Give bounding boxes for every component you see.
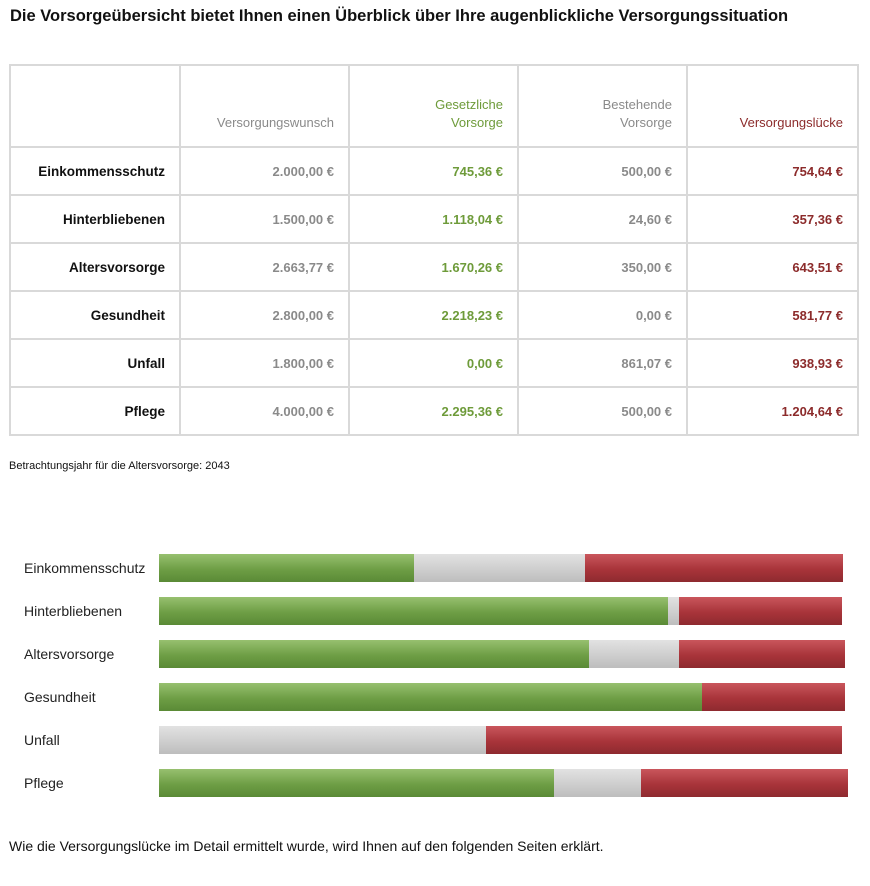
- cell-gesetzlich: 0,00 €: [348, 338, 519, 388]
- table-row: Hinterbliebenen 1.500,00 €1.118,04 €24,60…: [9, 194, 859, 244]
- cell-wunsch: 1.500,00 €: [179, 194, 350, 244]
- header-bestehende-line1: Bestehende: [602, 97, 672, 112]
- cell-wunsch: 2.800,00 €: [179, 290, 350, 340]
- header-bestehende-line2: Vorsorge: [619, 115, 672, 130]
- table-row: Unfall 1.800,00 €0,00 €861,07 €938,93 €: [9, 338, 859, 388]
- bar-label: Pflege: [24, 775, 64, 791]
- bar-segment-gesetzlich: [159, 769, 555, 797]
- cell-bestehend: 500,00 €: [517, 146, 688, 196]
- bar-altersvorsorge: [159, 640, 845, 668]
- header-versorgungsluecke: Versorgungslücke: [686, 64, 859, 148]
- bar-segment-gesetzlich: [159, 683, 703, 711]
- cell-bestehend: 24,60 €: [517, 194, 688, 244]
- bar-segment-luecke: [702, 683, 845, 711]
- cell-gesetzlich: 745,36 €: [348, 146, 519, 196]
- bar-label: Einkommensschutz: [24, 560, 146, 576]
- cell-gesetzlich: 1.118,04 €: [348, 194, 519, 244]
- bar-unfall: [159, 726, 843, 754]
- header-gesetzliche-line2: Vorsorge: [450, 115, 503, 130]
- cell-label: Gesundheit: [9, 290, 181, 340]
- table-row: Einkommensschutz 2.000,00 €745,36 €500,00…: [9, 146, 859, 196]
- bar-hinterbliebenen: [159, 597, 842, 625]
- table-header-row: Versorgungswunsch Gesetzliche Vorsorge Be…: [9, 64, 859, 148]
- header-versorgungswunsch: Versorgungswunsch: [179, 64, 350, 148]
- bar-segment-bestehend: [413, 554, 585, 582]
- bar-label: Hinterbliebenen: [24, 603, 123, 619]
- cell-bestehend: 861,07 €: [517, 338, 688, 388]
- bar-segment-luecke: [678, 640, 845, 668]
- cell-luecke: 643,51 €: [686, 242, 859, 292]
- cell-luecke: 754,64 €: [686, 146, 859, 196]
- cell-gesetzlich: 1.670,26 €: [348, 242, 519, 292]
- header-gesetzliche-vorsorge: Gesetzliche Vorsorge: [348, 64, 519, 148]
- note-betrachtungsjahr: Betrachtungsjahr für die Altersvorsorge:…: [9, 460, 230, 472]
- bar-gesundheit: [159, 683, 845, 711]
- bar-segment-bestehend: [159, 726, 486, 754]
- bar-segment-bestehend: [554, 769, 641, 797]
- bar-pflege: [159, 769, 848, 797]
- cell-bestehend: 500,00 €: [517, 386, 688, 436]
- header-empty: [9, 64, 181, 148]
- bar-segment-gesetzlich: [159, 640, 589, 668]
- header-bestehende-vorsorge: Bestehende Vorsorge: [517, 64, 688, 148]
- overview-table: Versorgungswunsch Gesetzliche Vorsorge Be…: [9, 64, 859, 436]
- bar-segment-luecke: [485, 726, 843, 754]
- cell-label: Hinterbliebenen: [9, 194, 181, 244]
- page-title: Die Vorsorgeübersicht bietet Ihnen einen…: [10, 7, 789, 25]
- cell-luecke: 357,36 €: [686, 194, 859, 244]
- cell-gesetzlich: 2.295,36 €: [348, 386, 519, 436]
- cell-wunsch: 2.000,00 €: [179, 146, 350, 196]
- cell-wunsch: 2.663,77 €: [179, 242, 350, 292]
- bar-label: Gesundheit: [24, 689, 96, 705]
- cell-wunsch: 4.000,00 €: [179, 386, 350, 436]
- bar-segment-bestehend: [588, 640, 679, 668]
- cell-label: Altersvorsorge: [9, 242, 181, 292]
- cell-bestehend: 0,00 €: [517, 290, 688, 340]
- bar-segment-gesetzlich: [159, 554, 414, 582]
- bar-segment-luecke: [584, 554, 843, 582]
- cell-gesetzlich: 2.218,23 €: [348, 290, 519, 340]
- table-row: Gesundheit 2.800,00 €2.218,23 €0,00 €581,…: [9, 290, 859, 340]
- cell-label: Einkommensschutz: [9, 146, 181, 196]
- header-gesetzliche-line1: Gesetzliche: [435, 97, 503, 112]
- footer-text: Wie die Versorgungslücke im Detail ermit…: [9, 838, 604, 854]
- cell-label: Unfall: [9, 338, 181, 388]
- bar-segment-luecke: [640, 769, 848, 797]
- bar-label: Altersvorsorge: [24, 646, 115, 662]
- cell-bestehend: 350,00 €: [517, 242, 688, 292]
- cell-luecke: 581,77 €: [686, 290, 859, 340]
- bar-segment-luecke: [678, 597, 842, 625]
- cell-luecke: 938,93 €: [686, 338, 859, 388]
- table-row: Altersvorsorge 2.663,77 €1.670,26 €350,00…: [9, 242, 859, 292]
- cell-luecke: 1.204,64 €: [686, 386, 859, 436]
- bar-segment-bestehend: [667, 597, 679, 625]
- bar-segment-gesetzlich: [159, 597, 668, 625]
- bar-label: Unfall: [24, 732, 60, 748]
- cell-wunsch: 1.800,00 €: [179, 338, 350, 388]
- bar-einkommensschutz: [159, 554, 843, 582]
- table-row: Pflege 4.000,00 €2.295,36 €500,00 €1.204,…: [9, 386, 859, 436]
- cell-label: Pflege: [9, 386, 181, 436]
